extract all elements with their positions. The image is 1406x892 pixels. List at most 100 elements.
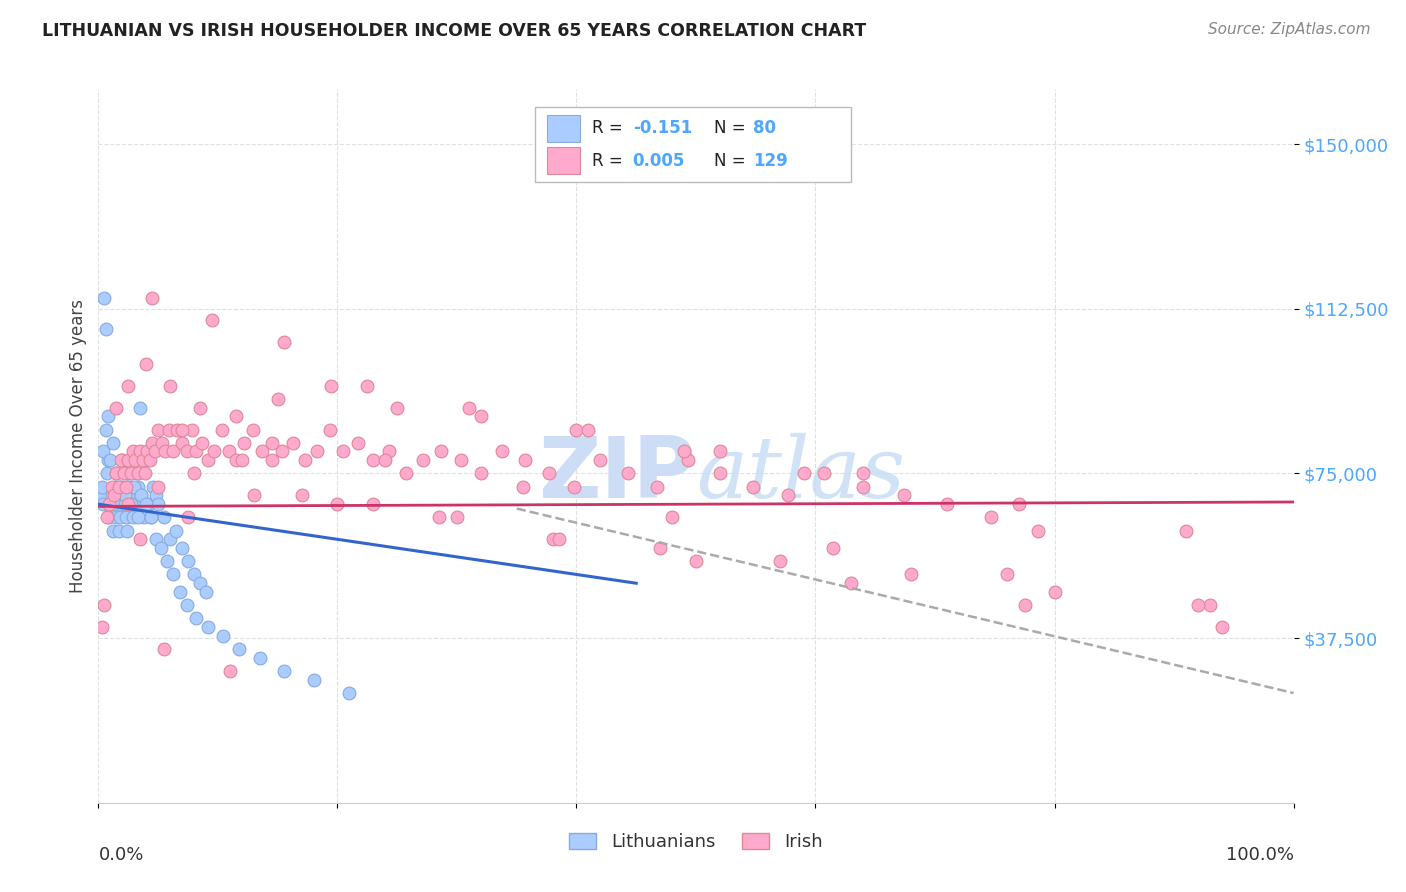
Point [122, 444, 145, 458]
Point [645, 480, 668, 494]
Point [111, 480, 134, 494]
Point [841, 576, 863, 591]
Point [219, 664, 242, 678]
Point [131, 453, 153, 467]
Point [512, 480, 534, 494]
Point [131, 488, 153, 502]
Point [412, 453, 434, 467]
Point [547, 533, 569, 547]
Point [117, 453, 139, 467]
Point [768, 554, 790, 568]
Point [936, 497, 959, 511]
Point [107, 524, 129, 538]
Point [93, 598, 115, 612]
Y-axis label: Householder Income Over 65 years: Householder Income Over 65 years [69, 299, 87, 593]
Point [115, 467, 138, 481]
Text: 0.005: 0.005 [633, 152, 685, 169]
Point [243, 488, 266, 502]
Point [124, 497, 146, 511]
Point [617, 467, 640, 481]
Point [165, 524, 187, 538]
Point [188, 576, 211, 591]
Point [537, 467, 560, 481]
Point [135, 453, 157, 467]
Point [1008, 497, 1031, 511]
Point [91, 620, 114, 634]
Point [105, 510, 128, 524]
Point [177, 510, 200, 524]
Point [202, 444, 225, 458]
Point [1199, 598, 1222, 612]
Point [96, 510, 118, 524]
Point [120, 467, 142, 481]
Point [124, 480, 146, 494]
Point [195, 585, 218, 599]
Point [813, 467, 835, 481]
Point [98, 497, 121, 511]
Text: N =: N = [714, 152, 751, 169]
Point [378, 444, 401, 458]
Point [980, 510, 1002, 524]
Text: Source: ZipAtlas.com: Source: ZipAtlas.com [1208, 22, 1371, 37]
Point [211, 423, 233, 437]
Point [1187, 598, 1209, 612]
Point [1026, 524, 1049, 538]
Point [709, 444, 731, 458]
Point [122, 510, 145, 524]
Point [186, 444, 208, 458]
Point [491, 444, 513, 458]
Point [127, 480, 149, 494]
Point [565, 423, 588, 437]
Point [676, 453, 699, 467]
Point [132, 510, 155, 524]
Point [121, 497, 143, 511]
Text: ZIP: ZIP [538, 433, 696, 516]
Point [159, 533, 181, 547]
Point [1175, 524, 1198, 538]
Point [153, 510, 176, 524]
Point [562, 480, 585, 494]
Point [319, 423, 342, 437]
Point [291, 488, 314, 502]
Text: R =: R = [592, 120, 628, 137]
Point [172, 435, 194, 450]
Point [141, 291, 163, 305]
Point [273, 664, 295, 678]
Point [394, 467, 416, 481]
Text: 80: 80 [754, 120, 776, 137]
Point [117, 467, 139, 481]
Point [578, 423, 600, 437]
Point [332, 444, 354, 458]
Point [900, 567, 922, 582]
Point [118, 488, 141, 502]
Point [228, 642, 250, 657]
Text: LITHUANIAN VS IRISH HOUSEHOLDER INCOME OVER 65 YEARS CORRELATION CHART: LITHUANIAN VS IRISH HOUSEHOLDER INCOME O… [42, 22, 866, 40]
Point [131, 488, 153, 502]
Point [107, 480, 129, 494]
Point [191, 435, 214, 450]
Point [709, 467, 731, 481]
Point [162, 444, 184, 458]
Point [363, 453, 385, 467]
Point [117, 378, 139, 392]
Point [127, 510, 149, 524]
Point [201, 312, 224, 326]
Point [149, 541, 172, 555]
Point [249, 651, 271, 665]
Point [114, 497, 136, 511]
Point [110, 453, 132, 467]
Point [98, 453, 122, 467]
Point [180, 423, 202, 437]
Point [176, 598, 198, 612]
Point [648, 541, 672, 555]
Point [273, 334, 295, 349]
Point [271, 444, 294, 458]
Point [363, 497, 385, 511]
Point [427, 510, 450, 524]
Point [148, 497, 170, 511]
Point [100, 480, 122, 494]
Point [155, 444, 177, 458]
Point [145, 488, 167, 502]
Text: 129: 129 [754, 152, 789, 169]
Point [852, 480, 875, 494]
